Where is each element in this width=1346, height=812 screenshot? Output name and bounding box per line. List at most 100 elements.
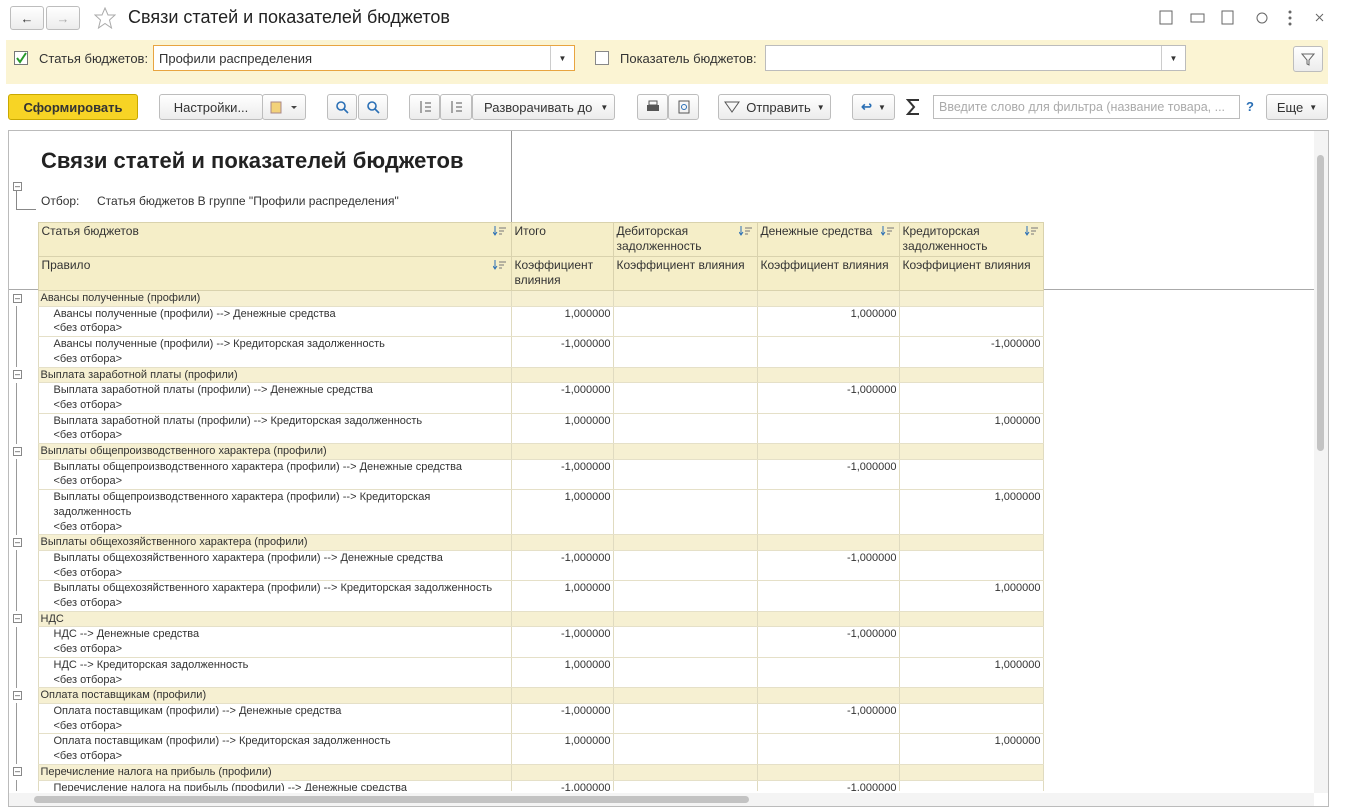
indicator-input[interactable]: ▼ bbox=[765, 45, 1186, 71]
rule-name: Выплата заработной платы (профили) --> Д… bbox=[53, 384, 373, 397]
group-row: – Выплаты общепроизводственного характера… bbox=[9, 443, 1044, 460]
rule-row: Авансы полученные (профили) --> Кредитор… bbox=[9, 336, 1044, 368]
value-cell bbox=[612, 733, 758, 765]
forward-button[interactable]: → bbox=[46, 6, 80, 30]
rule-row: НДС --> Кредиторская задолженность <без о… bbox=[9, 657, 1044, 689]
value-cell: 1,000000 bbox=[898, 413, 1044, 445]
group-value-cell bbox=[898, 534, 1044, 551]
collapse-box[interactable]: – bbox=[13, 292, 22, 303]
back-button[interactable]: ← bbox=[10, 6, 44, 30]
rule-cell: Выплаты общепроизводственного характера … bbox=[37, 489, 512, 536]
value-cell bbox=[756, 489, 900, 536]
value-cell bbox=[612, 550, 758, 582]
collapse-box[interactable]: – bbox=[13, 613, 22, 624]
rule-name: Авансы полученные (профили) --> Денежные… bbox=[53, 307, 336, 320]
budget-item-checkbox[interactable] bbox=[14, 51, 28, 65]
search-input[interactable]: Введите слово для фильтра (название това… bbox=[933, 95, 1240, 119]
rule-filter: <без отбора> bbox=[53, 597, 123, 610]
coefficient: 1,000000 bbox=[994, 414, 1041, 427]
value-cell: -1,000000 bbox=[510, 780, 614, 791]
window-icons bbox=[1159, 10, 1324, 26]
collapse-box[interactable]: – bbox=[13, 369, 22, 380]
group-value-cell bbox=[756, 443, 900, 460]
rule-cell: Оплата поставщикам (профили) --> Денежны… bbox=[37, 703, 512, 735]
dropdown-button[interactable]: ▼ bbox=[550, 46, 574, 70]
settings-button[interactable]: Настройки... bbox=[159, 94, 263, 120]
rule-filter: <без отбора> bbox=[53, 520, 123, 533]
coefficient: 1,000000 bbox=[994, 735, 1041, 748]
collapse-button[interactable] bbox=[409, 94, 440, 120]
gutter bbox=[9, 703, 38, 734]
collapse-box[interactable]: – bbox=[13, 689, 22, 700]
value-cell bbox=[898, 382, 1044, 414]
gutter bbox=[9, 626, 38, 658]
indicator-checkbox[interactable] bbox=[595, 51, 609, 65]
preview-button[interactable] bbox=[668, 94, 699, 120]
value-cell bbox=[898, 780, 1044, 791]
value-cell: -1,000000 bbox=[756, 382, 900, 414]
header-text: Коэффициент влияния bbox=[902, 258, 1031, 272]
generate-button[interactable]: Сформировать bbox=[8, 94, 138, 120]
group-cell: НДС bbox=[37, 611, 512, 628]
group-name: НДС bbox=[40, 612, 64, 625]
budget-item-input[interactable]: Профили распределения ▼ bbox=[153, 45, 575, 71]
value-cell: 1,000000 bbox=[898, 489, 1044, 536]
rule-filter: <без отбора> bbox=[53, 352, 123, 365]
expand-button[interactable] bbox=[440, 94, 472, 120]
search-button[interactable] bbox=[327, 94, 357, 120]
coefficient: -1,000000 bbox=[846, 460, 897, 473]
filter-button[interactable] bbox=[1293, 46, 1323, 72]
group-row: – Выплаты общехозяйственного характера (п… bbox=[9, 534, 1044, 551]
value-cell bbox=[612, 580, 758, 612]
group-value-cell bbox=[510, 764, 614, 781]
coefficient: -1,000000 bbox=[560, 460, 611, 473]
search-cancel-button[interactable] bbox=[358, 94, 388, 120]
collapse-box[interactable]: – bbox=[13, 181, 22, 191]
print-button[interactable] bbox=[637, 94, 668, 120]
value-cell bbox=[612, 703, 758, 735]
collapse-box[interactable]: – bbox=[13, 766, 22, 777]
rule-filter: <без отбора> bbox=[53, 398, 123, 411]
gutter: – bbox=[9, 764, 38, 780]
group-name: Выплаты общехозяйственного характера (пр… bbox=[40, 536, 308, 549]
favorite-star[interactable] bbox=[94, 7, 116, 29]
sum-icon[interactable] bbox=[906, 98, 922, 116]
help-link[interactable]: ? bbox=[1246, 99, 1254, 114]
collapse-box[interactable]: – bbox=[13, 445, 22, 456]
header-text: Дебиторская задолженность bbox=[616, 224, 702, 253]
more-label: Еще bbox=[1276, 99, 1304, 115]
send-button[interactable]: Отправить ▼ bbox=[718, 94, 831, 120]
value-cell bbox=[898, 459, 1044, 491]
tree-line bbox=[16, 382, 17, 414]
dropdown-button[interactable]: ▼ bbox=[1161, 46, 1185, 70]
horizontal-scrollbar[interactable] bbox=[9, 793, 1314, 806]
value-cell: 1,000000 bbox=[510, 306, 614, 338]
header-cell: Статья бюджетов bbox=[37, 222, 512, 257]
fixed-separator bbox=[511, 131, 512, 223]
group-value-cell bbox=[898, 611, 1044, 628]
collapse-box[interactable]: – bbox=[13, 536, 22, 547]
gutter bbox=[9, 657, 38, 688]
expand-to-button[interactable]: Разворачивать до ▼ bbox=[472, 94, 615, 120]
value-cell: -1,000000 bbox=[756, 626, 900, 658]
value-cell: -1,000000 bbox=[510, 550, 614, 582]
gutter bbox=[9, 780, 38, 791]
vertical-scrollbar[interactable] bbox=[1314, 131, 1328, 793]
back-action-button[interactable]: ↩ ▼ bbox=[852, 94, 895, 120]
filter-label: Отбор: bbox=[41, 194, 80, 208]
group-value-cell bbox=[612, 687, 758, 704]
value-cell: -1,000000 bbox=[510, 703, 614, 735]
rule-name: Выплаты общепроизводственного характера … bbox=[53, 460, 463, 473]
value-cell: 1,000000 bbox=[510, 733, 614, 765]
header-cell: Правило bbox=[37, 256, 512, 291]
tree-line bbox=[16, 336, 17, 368]
variants-button[interactable] bbox=[262, 94, 306, 120]
rule-cell: Выплата заработной платы (профили) --> К… bbox=[37, 413, 512, 445]
report-area: Связи статей и показателей бюджетов – От… bbox=[8, 130, 1329, 807]
group-value-cell bbox=[510, 534, 614, 551]
tree-line bbox=[16, 550, 17, 581]
rule-cell: Оплата поставщикам (профили) --> Кредито… bbox=[37, 733, 512, 765]
group-value-cell bbox=[612, 367, 758, 384]
value-cell: 1,000000 bbox=[898, 657, 1044, 689]
more-button[interactable]: Еще ▼ bbox=[1266, 94, 1328, 120]
